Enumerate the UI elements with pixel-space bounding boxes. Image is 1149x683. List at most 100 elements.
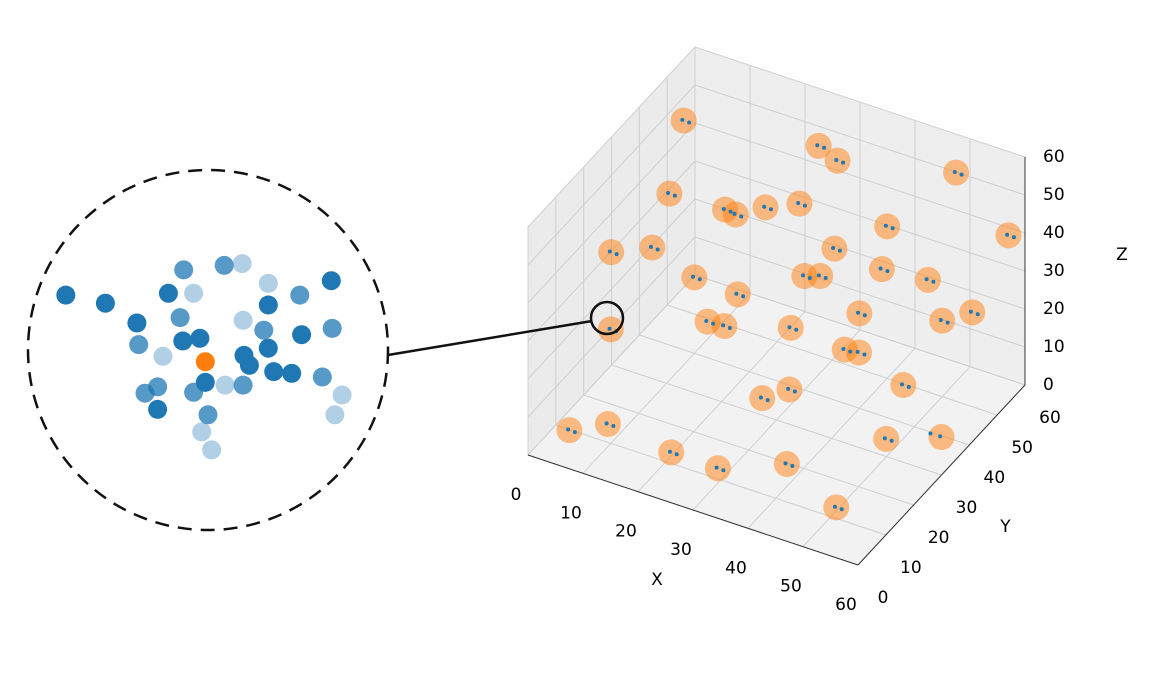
- point: [655, 247, 660, 252]
- inset-node: [184, 283, 204, 303]
- inset-node: [322, 318, 342, 338]
- inset-node: [129, 335, 149, 355]
- point: [648, 244, 653, 249]
- inset-border: [26, 168, 390, 532]
- point: [945, 320, 950, 325]
- panes: [527, 46, 1026, 566]
- grid-line: [694, 46, 1026, 158]
- point: [889, 438, 894, 443]
- inset-node: [264, 362, 284, 382]
- point: [822, 145, 827, 150]
- x-tick-label: 20: [615, 522, 637, 542]
- point: [783, 461, 788, 466]
- inset-node: [282, 363, 302, 383]
- point: [732, 211, 737, 216]
- inset-node: [192, 422, 212, 442]
- point: [680, 117, 685, 122]
- point: [841, 347, 846, 352]
- inset-node: [233, 375, 253, 395]
- point: [691, 274, 696, 279]
- point: [815, 143, 820, 148]
- point: [697, 277, 702, 282]
- inset-node: [174, 260, 194, 280]
- point: [711, 321, 716, 326]
- x-tick-label: 40: [725, 558, 747, 578]
- callout-circle: [589, 300, 625, 336]
- grid-line: [639, 334, 970, 446]
- point: [787, 325, 792, 330]
- x-tick-label: 0: [511, 485, 522, 505]
- point: [614, 252, 619, 257]
- point: [728, 209, 733, 214]
- point: [834, 158, 839, 163]
- y-tick-label: 50: [1011, 438, 1033, 458]
- point: [856, 310, 861, 315]
- inset-node: [258, 273, 278, 293]
- point: [802, 203, 807, 208]
- y-tick-label: 10: [900, 558, 922, 578]
- inset-node: [258, 295, 278, 315]
- point: [607, 249, 612, 254]
- point: [862, 313, 867, 318]
- point: [741, 294, 746, 299]
- inset-node: [214, 255, 234, 275]
- point: [959, 172, 964, 177]
- grid-line: [611, 364, 942, 476]
- point: [687, 120, 692, 125]
- point: [883, 223, 888, 228]
- inset-node: [127, 313, 147, 333]
- inset-node: [135, 383, 155, 403]
- point: [816, 273, 821, 278]
- point: [975, 312, 980, 317]
- point: [704, 319, 709, 324]
- z-axis-label: Z: [1116, 245, 1128, 265]
- grid-line: [694, 160, 1026, 272]
- point: [758, 395, 763, 400]
- point: [924, 277, 929, 282]
- point: [841, 160, 846, 165]
- point: [952, 170, 957, 175]
- point: [604, 421, 609, 426]
- grid-line: [694, 236, 1026, 348]
- point: [839, 507, 844, 512]
- inset-node: [321, 271, 341, 291]
- y-axis-label: Y: [999, 517, 1011, 537]
- inset-node: [190, 328, 210, 348]
- grid-line: [527, 274, 696, 456]
- inset-node: [158, 283, 178, 303]
- point: [792, 389, 797, 394]
- inset-node: [332, 385, 352, 405]
- point: [862, 352, 867, 357]
- inset-node: [254, 320, 274, 340]
- point: [721, 323, 726, 328]
- inset-node: [290, 285, 310, 305]
- inset-node: [95, 293, 115, 313]
- point: [931, 279, 936, 284]
- inset-node: [173, 331, 193, 351]
- point: [674, 452, 679, 457]
- grid-line: [527, 46, 696, 228]
- point: [794, 327, 799, 332]
- point: [666, 191, 671, 196]
- x-tick-label: 10: [560, 503, 582, 523]
- point: [1011, 235, 1016, 240]
- point: [796, 201, 801, 206]
- inset-node: [215, 375, 235, 395]
- grid-line: [694, 198, 1026, 310]
- point: [928, 431, 933, 436]
- point: [721, 207, 726, 212]
- point: [890, 226, 895, 231]
- inset-node: [232, 254, 252, 274]
- inset-node: [153, 346, 173, 366]
- grid-line: [527, 198, 696, 380]
- grid-line: [527, 84, 696, 266]
- grid-line: [694, 122, 1026, 234]
- axis-line: [857, 384, 1026, 566]
- inset-node: [148, 399, 168, 419]
- point: [938, 434, 943, 439]
- z-tick-label: 20: [1043, 299, 1065, 319]
- grid-line: [527, 122, 696, 304]
- point: [807, 275, 812, 280]
- inset-node: [195, 352, 215, 372]
- x-tick-label: 30: [670, 540, 692, 560]
